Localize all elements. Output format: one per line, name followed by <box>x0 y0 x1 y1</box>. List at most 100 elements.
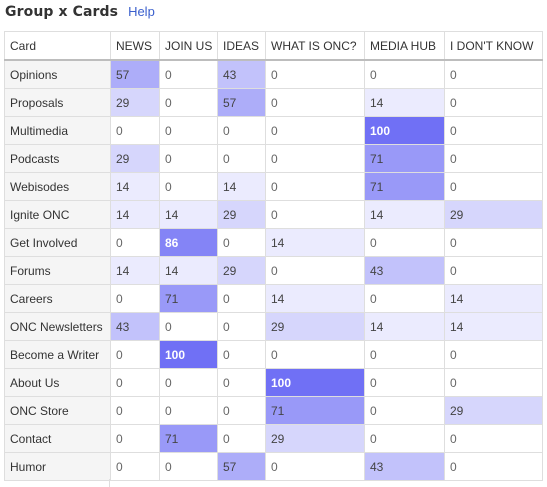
value-cell[interactable]: 0 <box>159 88 218 117</box>
value-cell[interactable]: 43 <box>217 59 266 89</box>
value-cell[interactable]: 14 <box>159 256 218 285</box>
value-cell[interactable]: 0 <box>444 424 543 453</box>
value-cell[interactable]: 0 <box>110 284 160 313</box>
value-cell[interactable]: 0 <box>265 340 365 369</box>
value-cell[interactable]: 0 <box>110 452 160 481</box>
value-cell[interactable]: 0 <box>364 396 445 425</box>
value-cell[interactable]: 43 <box>364 452 445 481</box>
value-cell[interactable]: 0 <box>364 340 445 369</box>
value-cell[interactable]: 0 <box>159 396 218 425</box>
value-cell[interactable]: 14 <box>444 312 543 341</box>
value-cell[interactable]: 0 <box>217 116 266 145</box>
value-cell[interactable]: 0 <box>265 256 365 285</box>
value-cell[interactable]: 29 <box>265 424 365 453</box>
value-cell[interactable]: 0 <box>444 452 543 481</box>
value-cell[interactable]: 14 <box>364 312 445 341</box>
value-cell[interactable]: 0 <box>217 312 266 341</box>
help-link[interactable]: Help <box>128 4 155 19</box>
value-cell[interactable]: 29 <box>265 312 365 341</box>
value-cell[interactable]: 43 <box>364 256 445 285</box>
value-cell[interactable]: 0 <box>364 424 445 453</box>
column-header[interactable]: NEWS <box>110 31 160 61</box>
corner-header[interactable]: Card <box>4 31 111 61</box>
value-cell[interactable]: 71 <box>364 172 445 201</box>
value-cell[interactable]: 71 <box>159 424 218 453</box>
value-cell[interactable]: 0 <box>159 172 218 201</box>
value-cell[interactable]: 0 <box>110 368 160 397</box>
value-cell[interactable]: 29 <box>110 88 160 117</box>
value-cell[interactable]: 0 <box>217 396 266 425</box>
value-cell[interactable]: 0 <box>110 396 160 425</box>
value-cell[interactable]: 0 <box>217 144 266 173</box>
value-cell[interactable]: 0 <box>444 172 543 201</box>
value-cell[interactable]: 0 <box>444 340 543 369</box>
value-cell[interactable]: 14 <box>217 172 266 201</box>
value-cell[interactable]: 0 <box>444 88 543 117</box>
value-cell[interactable]: 100 <box>159 340 218 369</box>
value-cell[interactable]: 0 <box>159 452 218 481</box>
value-cell[interactable]: 71 <box>364 144 445 173</box>
value-cell[interactable]: 0 <box>159 116 218 145</box>
value-cell[interactable]: 0 <box>159 59 218 89</box>
value-cell[interactable]: 71 <box>265 396 365 425</box>
value-cell[interactable]: 0 <box>444 59 543 89</box>
value-cell[interactable]: 0 <box>364 368 445 397</box>
value-cell[interactable]: 0 <box>265 172 365 201</box>
value-cell[interactable]: 0 <box>364 284 445 313</box>
value-cell[interactable]: 14 <box>110 256 160 285</box>
value-cell[interactable]: 14 <box>110 172 160 201</box>
value-cell[interactable]: 14 <box>265 284 365 313</box>
value-cell[interactable]: 0 <box>265 59 365 89</box>
value-cell[interactable]: 57 <box>110 59 160 89</box>
value-cell[interactable]: 43 <box>110 312 160 341</box>
column-header[interactable]: MEDIA HUB <box>364 31 445 61</box>
value-cell[interactable]: 0 <box>110 228 160 257</box>
value-cell[interactable]: 57 <box>217 88 266 117</box>
value-cell[interactable]: 0 <box>159 144 218 173</box>
value-cell[interactable]: 0 <box>364 59 445 89</box>
value-cell[interactable]: 14 <box>110 200 160 229</box>
column-header[interactable]: IDEAS <box>217 31 266 61</box>
value-cell[interactable]: 0 <box>159 368 218 397</box>
value-cell[interactable]: 0 <box>444 116 543 145</box>
value-cell[interactable]: 0 <box>159 312 218 341</box>
value-cell[interactable]: 0 <box>364 228 445 257</box>
value-cell[interactable]: 29 <box>444 200 543 229</box>
value-cell[interactable]: 0 <box>265 144 365 173</box>
value-cell[interactable]: 0 <box>217 228 266 257</box>
value-cell[interactable]: 0 <box>217 424 266 453</box>
value-cell[interactable]: 86 <box>159 228 218 257</box>
value-cell[interactable]: 14 <box>364 88 445 117</box>
value-cell[interactable]: 14 <box>265 228 365 257</box>
value-cell[interactable]: 0 <box>110 340 160 369</box>
value-cell[interactable]: 14 <box>444 284 543 313</box>
value-cell[interactable]: 0 <box>217 284 266 313</box>
value-cell[interactable]: 100 <box>265 368 365 397</box>
value-cell[interactable]: 0 <box>110 424 160 453</box>
value-cell[interactable]: 0 <box>110 116 160 145</box>
value-cell[interactable]: 14 <box>159 200 218 229</box>
value-cell[interactable]: 100 <box>364 116 445 145</box>
value-cell[interactable]: 71 <box>159 284 218 313</box>
value-cell[interactable]: 0 <box>265 452 365 481</box>
value-cell[interactable]: 29 <box>444 396 543 425</box>
column-header[interactable]: JOIN US <box>159 31 218 61</box>
value-cell[interactable]: 0 <box>217 340 266 369</box>
value-cell[interactable]: 0 <box>265 88 365 117</box>
value-cell[interactable]: 0 <box>444 228 543 257</box>
value-cell[interactable]: 29 <box>217 256 266 285</box>
value-cell[interactable]: 0 <box>444 144 543 173</box>
column-header[interactable]: I DON'T KNOW <box>444 31 543 61</box>
value-cell[interactable]: 0 <box>265 116 365 145</box>
value-cell[interactable]: 0 <box>444 368 543 397</box>
value-cell[interactable]: 29 <box>110 144 160 173</box>
column-header[interactable]: WHAT IS ONC? <box>265 31 365 61</box>
table-row: Ignite ONC 14 14 29 0 14 29 <box>4 200 543 229</box>
value-cell[interactable]: 0 <box>217 368 266 397</box>
value-cell[interactable]: 57 <box>217 452 266 481</box>
value-cell[interactable]: 0 <box>444 256 543 285</box>
value-cell[interactable]: 14 <box>364 200 445 229</box>
value-cell[interactable]: 0 <box>265 200 365 229</box>
column-divider <box>109 479 110 487</box>
value-cell[interactable]: 29 <box>217 200 266 229</box>
